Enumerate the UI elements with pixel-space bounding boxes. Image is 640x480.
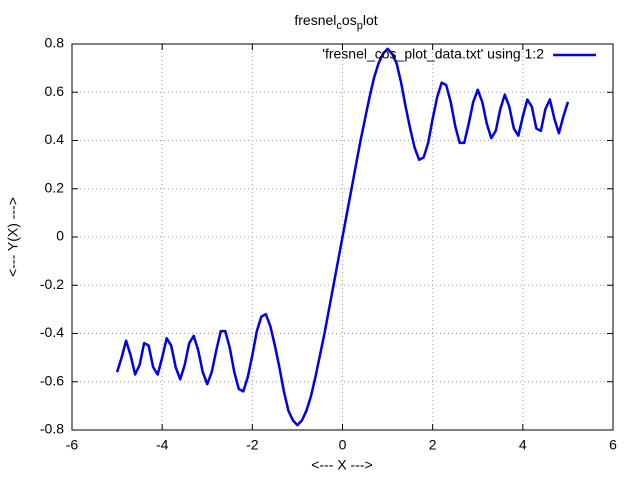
data-line: [115, 47, 570, 427]
title-part: fresnel: [294, 12, 336, 28]
y-tick-label: 0.6: [45, 83, 65, 99]
plot-border: [71, 43, 614, 431]
x-tick-label: -6: [66, 437, 79, 453]
x-tick-label: 4: [519, 437, 527, 453]
y-tick-label: 0.4: [45, 131, 65, 147]
x-tick-label: 0: [339, 437, 347, 453]
legend-label: 'fresnel_cos_plot_data.txt' using 1:2: [322, 46, 544, 62]
y-tick-label: 0.2: [45, 179, 65, 195]
chart-title: fresnelcosplot: [294, 12, 377, 32]
x-axis-label: <--- X --->: [311, 457, 372, 473]
y-axis-label: <--- Y(X) --->: [5, 197, 21, 277]
title-subscript: p: [357, 20, 363, 32]
title-part: lot: [363, 12, 378, 28]
x-tick-label: 6: [609, 437, 617, 453]
y-tick-label: -0.6: [40, 372, 64, 388]
x-tick-label: -2: [246, 437, 259, 453]
x-tick-label: 2: [429, 437, 437, 453]
y-tick-label: -0.4: [40, 324, 64, 340]
title-part: os: [342, 12, 357, 28]
y-tick-label: -0.8: [40, 421, 64, 437]
title-subscript: c: [336, 20, 342, 32]
y-tick-label: 0: [56, 228, 64, 244]
y-tick-label: 0.8: [45, 35, 65, 51]
x-tick-label: -4: [156, 437, 169, 453]
y-tick-label: -0.2: [40, 276, 64, 292]
